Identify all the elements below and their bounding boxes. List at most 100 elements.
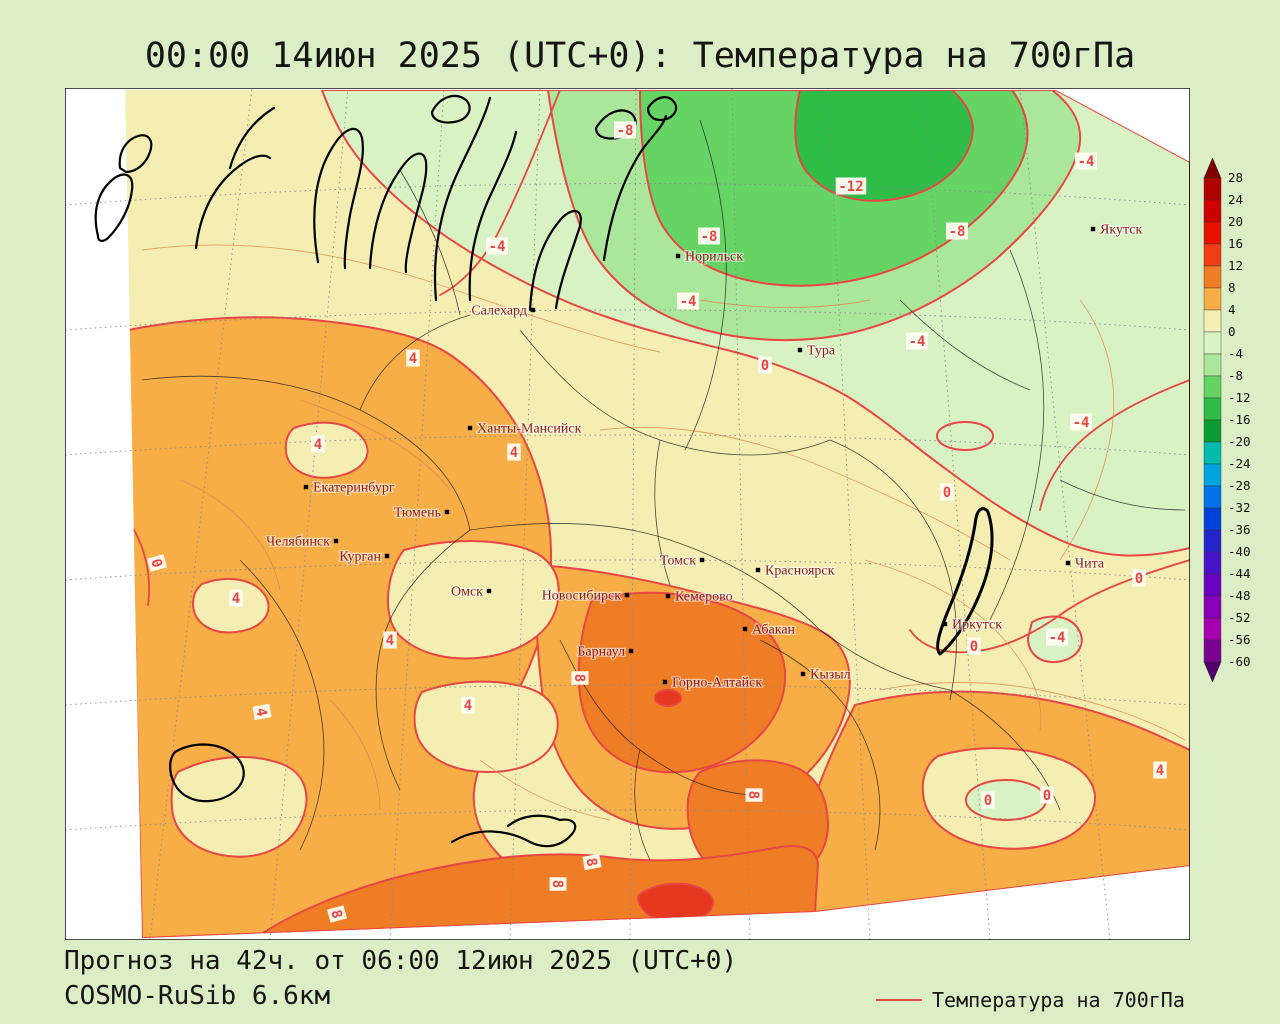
- colorbar-arrow-bottom: [1203, 661, 1222, 683]
- contour-label-halo: [1075, 152, 1097, 170]
- cold-pocket-sayan: [965, 779, 1047, 821]
- admin-border: [989, 249, 1045, 621]
- admin-border: [829, 439, 957, 701]
- coastline-segment: [118, 134, 153, 174]
- colorbar-cell: [1203, 353, 1222, 377]
- taz-estuary: [528, 209, 582, 312]
- contour-value-label: 4: [311, 435, 325, 453]
- city-marker: Кызыл: [800, 666, 852, 684]
- colorbar-tick-label: 20: [1228, 214, 1243, 229]
- coastline-segment: [94, 173, 134, 242]
- map-title: 00:00 14июн 2025 (UTC+0): Температура на…: [144, 36, 1136, 76]
- city-dot: [333, 538, 339, 544]
- contour-value-label: 4: [383, 631, 397, 649]
- contour-label-halo: [1046, 628, 1068, 646]
- city-marker: Тюмень: [393, 504, 450, 522]
- city-marker: Красноярск: [755, 562, 836, 580]
- contour-label-text: -4: [909, 334, 926, 350]
- colorbar-cell: [1203, 265, 1222, 289]
- contour-label-text: 8: [327, 908, 345, 920]
- city-dot: [384, 553, 390, 559]
- colorbar-tick-label: -12: [1228, 390, 1251, 405]
- contour-label-text: 4: [510, 445, 518, 461]
- contour-minus4-northwest: [439, 90, 561, 296]
- colorbar-cell: [1203, 177, 1222, 201]
- admin-border: [469, 523, 821, 631]
- colorbar-cell: [1203, 463, 1222, 487]
- city-label: Тюмень: [394, 506, 441, 521]
- city-label: Омск: [451, 585, 483, 600]
- graticule-line: [389, 88, 445, 940]
- contour-label-text: -12: [838, 179, 863, 195]
- city-marker: Салехард: [470, 302, 536, 320]
- arctic-island: [646, 96, 678, 122]
- city-dot: [800, 671, 806, 677]
- temperature-colorbar: 28 24 20 16 12 8 4 0 -4 -8 -12 -16 -20 -24 -28 -32 -36 -4…: [1203, 157, 1251, 683]
- city-label: Абакан: [752, 623, 796, 638]
- contour-label-halo: [745, 788, 763, 802]
- contour-label-text: 8: [582, 857, 599, 868]
- admin-border: [399, 169, 461, 316]
- admin-border: [654, 439, 671, 586]
- colorbar-cell: [1203, 485, 1222, 509]
- city-marker: Кемерово: [665, 588, 734, 606]
- admin-border: [684, 119, 727, 451]
- graticule: [65, 88, 1190, 940]
- contour-label-halo: [147, 554, 167, 572]
- colorbar-cell: [1203, 617, 1222, 641]
- city-label: Красноярск: [765, 564, 835, 579]
- city-marker: Екатеринбург: [303, 479, 396, 497]
- contour-label-halo: [229, 589, 243, 607]
- city-label: Салехард: [471, 304, 527, 319]
- contour-label-halo: [383, 631, 397, 649]
- contour-label-text: 0: [1135, 571, 1143, 587]
- contour-label-text: 4: [464, 698, 472, 714]
- colorbar-tick-label: -16: [1228, 412, 1251, 427]
- graticule-line: [731, 88, 751, 940]
- city-marker: Омск: [450, 583, 492, 601]
- contour-value-label: 8: [745, 788, 763, 802]
- coastline-segment: [368, 152, 428, 274]
- city-marker: Якутск: [1090, 221, 1144, 239]
- pocket-southwest-lake: [170, 756, 308, 858]
- city-label: Челябинск: [266, 535, 330, 550]
- city-label: Якутск: [1100, 223, 1142, 238]
- colorbar-cell: [1203, 243, 1222, 267]
- city-marker: Курган: [338, 548, 390, 566]
- lake-baikal: [936, 507, 994, 656]
- contour-label-text: 8: [745, 791, 761, 799]
- city-label: Ханты-Мансийск: [477, 422, 582, 437]
- city-dot: [662, 679, 668, 685]
- contour-label-halo: [758, 356, 772, 374]
- ob-gulf: [433, 96, 492, 302]
- colorbar-cell: [1203, 199, 1222, 223]
- city-label: Горно-Алтайск: [672, 676, 762, 691]
- contour-label-halo: [1132, 569, 1146, 587]
- admin-border: [634, 749, 651, 861]
- contour-label-text: 4: [1156, 763, 1164, 779]
- contour-label-text: -4: [1049, 630, 1066, 646]
- colorbar-cell: [1203, 639, 1222, 663]
- city-label: Курган: [339, 550, 381, 565]
- contour-value-label: 0: [940, 483, 954, 501]
- contour-label-text: -8: [949, 224, 966, 240]
- contour-label-halo: [614, 121, 636, 139]
- colorbar-cell: [1203, 595, 1222, 619]
- colorbar-tick-label: 16: [1228, 236, 1243, 251]
- contour-label-text: -4: [1073, 415, 1090, 431]
- cold-patch-baikal-north: [936, 421, 994, 451]
- contour-label-text: -4: [1078, 154, 1095, 170]
- colorbar-cell: [1203, 529, 1222, 553]
- city-marker: Абакан: [742, 621, 797, 639]
- city-dot: [303, 484, 309, 490]
- zone-12-16-spot: [654, 689, 682, 707]
- contour-value-label: -8: [614, 121, 636, 139]
- contour-value-label: 0: [1132, 569, 1146, 587]
- graticule-line: [827, 88, 871, 940]
- ob-gulf: [468, 130, 518, 302]
- city-dot: [797, 347, 803, 353]
- colorbar-cell: [1203, 573, 1222, 597]
- contour-value-label: 4: [229, 589, 243, 607]
- colorbar-tick-label: -60: [1228, 654, 1251, 669]
- contour-label-halo: [835, 177, 867, 195]
